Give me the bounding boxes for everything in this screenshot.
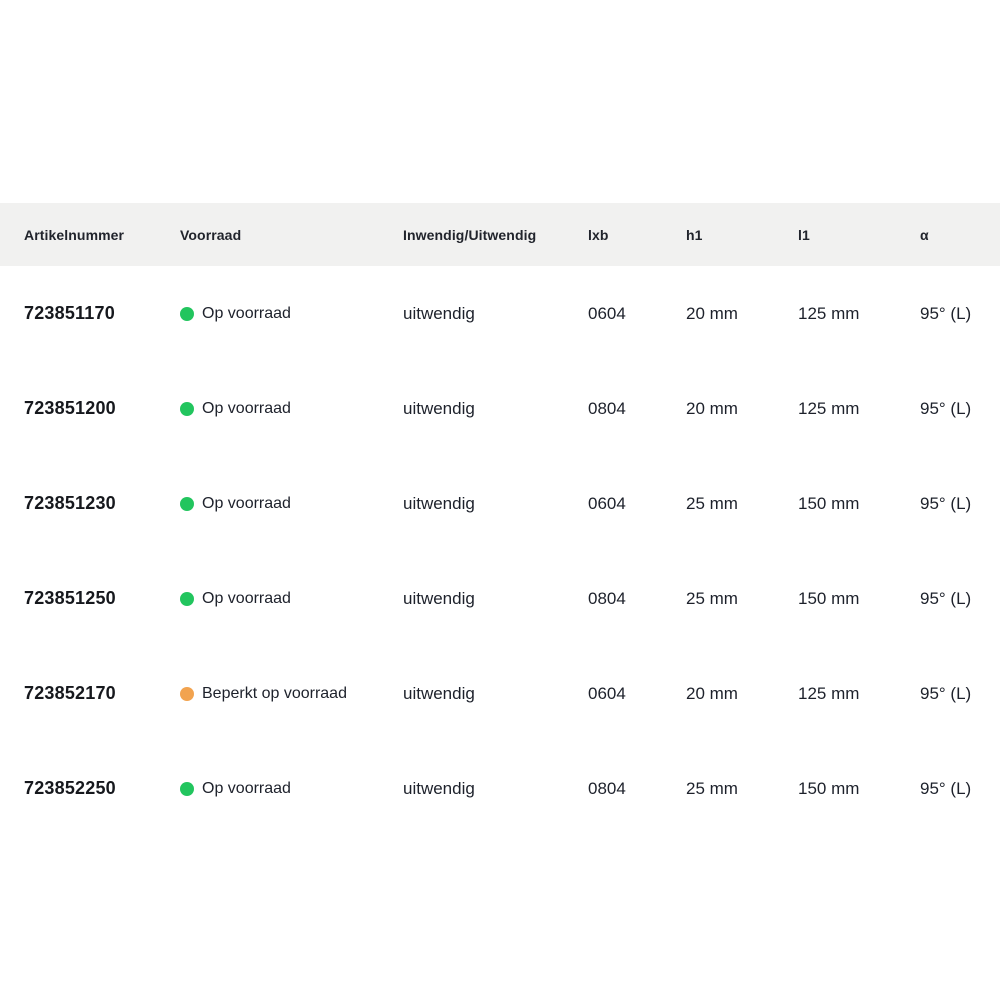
stock-status-label: Beperkt op voorraad: [202, 684, 347, 702]
table-row[interactable]: 723852170 Beperkt op voorraad uitwendig …: [0, 646, 1000, 741]
voorraad-cell: Op voorraad: [180, 495, 403, 513]
inwendig-uitwendig-cell: uitwendig: [403, 588, 475, 608]
l1-cell: 150 mm: [798, 778, 860, 798]
artikelnummer-cell[interactable]: 723851230: [24, 493, 116, 513]
table-row[interactable]: 723852250 Op voorraad uitwendig 0804 25 …: [0, 741, 1000, 836]
l1-cell: 150 mm: [798, 493, 860, 513]
l1-cell: 125 mm: [798, 398, 860, 418]
stock-status-icon: [180, 496, 194, 511]
table-row[interactable]: 723851230 Op voorraad uitwendig 0604 25 …: [0, 456, 1000, 551]
inwendig-uitwendig-cell: uitwendig: [403, 303, 475, 323]
h1-cell: 25 mm: [686, 588, 738, 608]
artikelnummer-cell[interactable]: 723851200: [24, 398, 116, 418]
table-header-row: Artikelnummer Voorraad Inwendig/Uitwendi…: [0, 203, 1000, 266]
voorraad-cell: Op voorraad: [180, 305, 403, 323]
alpha-cell: 95° (L): [920, 398, 972, 418]
column-header-inwendig-uitwendig: Inwendig/Uitwendig: [403, 226, 537, 243]
lxb-cell: 0604: [588, 493, 626, 513]
table-row[interactable]: 723851250 Op voorraad uitwendig 0804 25 …: [0, 551, 1000, 646]
product-variants-table: Artikelnummer Voorraad Inwendig/Uitwendi…: [0, 203, 1000, 836]
alpha-cell: 95° (L): [920, 303, 972, 323]
column-header-l1: l1: [798, 226, 810, 243]
h1-cell: 25 mm: [686, 493, 738, 513]
lxb-cell: 0604: [588, 303, 626, 323]
artikelnummer-cell[interactable]: 723852170: [24, 683, 116, 703]
artikelnummer-cell[interactable]: 723852250: [24, 778, 116, 798]
voorraad-cell: Op voorraad: [180, 400, 403, 418]
alpha-cell: 95° (L): [920, 588, 972, 608]
stock-status-label: Op voorraad: [202, 304, 291, 322]
inwendig-uitwendig-cell: uitwendig: [403, 398, 475, 418]
table-body: 723851170 Op voorraad uitwendig 0604 20 …: [0, 266, 1000, 836]
stock-status-icon: [180, 591, 194, 606]
table-row[interactable]: 723851170 Op voorraad uitwendig 0604 20 …: [0, 266, 1000, 361]
table-row[interactable]: 723851200 Op voorraad uitwendig 0804 20 …: [0, 361, 1000, 456]
inwendig-uitwendig-cell: uitwendig: [403, 683, 475, 703]
artikelnummer-cell[interactable]: 723851170: [24, 303, 115, 323]
artikelnummer-cell[interactable]: 723851250: [24, 588, 116, 608]
alpha-cell: 95° (L): [920, 778, 972, 798]
inwendig-uitwendig-cell: uitwendig: [403, 778, 475, 798]
lxb-cell: 0804: [588, 398, 626, 418]
alpha-cell: 95° (L): [920, 683, 972, 703]
column-header-h1: h1: [686, 226, 703, 243]
stock-status-label: Op voorraad: [202, 399, 291, 417]
stock-status-label: Op voorraad: [202, 779, 291, 797]
lxb-cell: 0804: [588, 778, 626, 798]
h1-cell: 20 mm: [686, 683, 738, 703]
column-header-voorraad: Voorraad: [180, 226, 242, 243]
stock-status-label: Op voorraad: [202, 494, 291, 512]
l1-cell: 125 mm: [798, 303, 860, 323]
stock-status-icon: [180, 401, 194, 416]
stock-status-icon: [180, 781, 194, 796]
l1-cell: 150 mm: [798, 588, 860, 608]
column-header-alpha: α: [920, 226, 929, 243]
lxb-cell: 0604: [588, 683, 626, 703]
lxb-cell: 0804: [588, 588, 626, 608]
stock-status-label: Op voorraad: [202, 589, 291, 607]
inwendig-uitwendig-cell: uitwendig: [403, 493, 475, 513]
voorraad-cell: Beperkt op voorraad: [180, 685, 403, 703]
voorraad-cell: Op voorraad: [180, 590, 403, 608]
alpha-cell: 95° (L): [920, 493, 972, 513]
stock-status-icon: [180, 306, 194, 321]
voorraad-cell: Op voorraad: [180, 780, 403, 798]
column-header-lxb: lxb: [588, 226, 609, 243]
h1-cell: 20 mm: [686, 303, 738, 323]
h1-cell: 20 mm: [686, 398, 738, 418]
l1-cell: 125 mm: [798, 683, 860, 703]
h1-cell: 25 mm: [686, 778, 738, 798]
column-header-artikelnummer: Artikelnummer: [24, 226, 125, 243]
stock-status-icon: [180, 686, 194, 701]
